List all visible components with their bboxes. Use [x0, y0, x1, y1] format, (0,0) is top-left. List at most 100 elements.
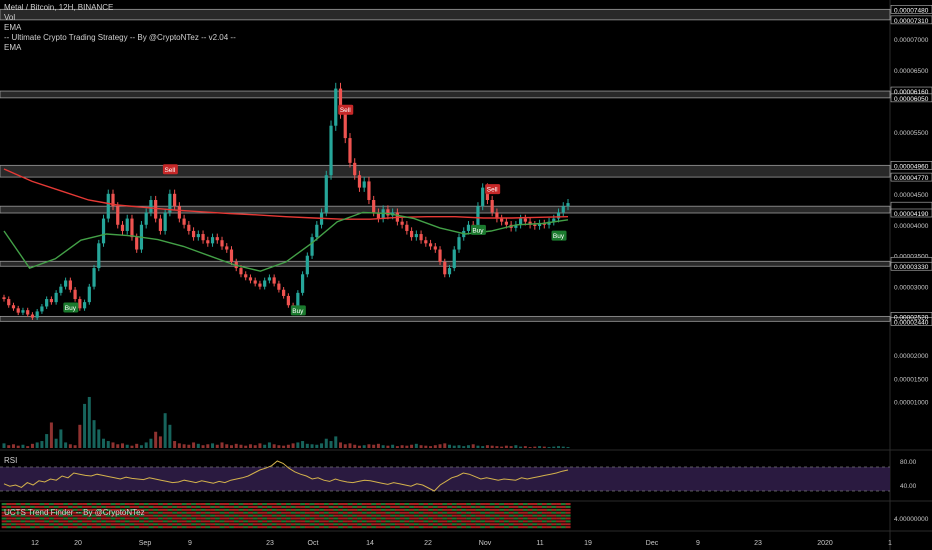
ucts-cell: [518, 514, 524, 517]
volume-bar: [448, 444, 452, 448]
ucts-cell: [186, 520, 192, 523]
ucts-cell: [110, 526, 116, 529]
candle-body: [92, 268, 96, 287]
price-tick-label: 0.00004000: [894, 223, 929, 230]
zone-price-tag: [890, 5, 932, 14]
ucts-cell: [96, 520, 102, 523]
volume-bar: [258, 443, 262, 448]
ucts-cell: [271, 520, 277, 523]
ucts-cell: [167, 511, 173, 514]
ucts-cell: [323, 517, 329, 520]
volume-bar: [471, 444, 475, 448]
ucts-cell: [167, 520, 173, 523]
ucts-cell: [153, 505, 159, 508]
zone-price-label: 0.00002520: [894, 314, 929, 321]
sell-signal-label: Sell: [340, 107, 351, 114]
ucts-cell: [551, 508, 557, 511]
price-tick-label: 0.00004500: [894, 192, 929, 199]
ucts-cell: [342, 523, 348, 526]
volume-bar: [552, 446, 556, 448]
ucts-cell: [499, 517, 505, 520]
ucts-cell: [556, 503, 562, 506]
volume-bar: [533, 446, 537, 448]
candle-body: [310, 237, 314, 256]
ucts-cell: [191, 523, 197, 526]
ucts-cell: [499, 508, 505, 511]
ucts-cell: [86, 508, 92, 511]
ucts-cell: [281, 508, 287, 511]
ucts-cell: [428, 523, 434, 526]
ucts-cell: [304, 508, 310, 511]
ucts-cell: [281, 511, 287, 514]
ucts-cell: [63, 526, 69, 529]
candle-body: [16, 308, 20, 313]
ucts-cell: [281, 503, 287, 506]
ucts-cell: [556, 520, 562, 523]
buy-signal-label: Buy: [65, 305, 77, 312]
volume-bar: [495, 446, 499, 448]
ucts-cell: [551, 505, 557, 508]
ucts-cell: [15, 520, 21, 523]
ucts-cell: [148, 520, 154, 523]
ucts-cell: [186, 526, 192, 529]
ucts-cell: [347, 523, 353, 526]
candle-body: [177, 206, 181, 219]
ucts-cell: [271, 505, 277, 508]
ucts-cell: [248, 523, 254, 526]
ucts-cell: [352, 517, 358, 520]
ucts-cell: [1, 508, 7, 511]
ucts-cell: [565, 511, 571, 514]
volume-bar: [2, 443, 6, 448]
ucts-cell: [456, 517, 462, 520]
ucts-cell: [124, 511, 130, 514]
ucts-cell: [556, 505, 562, 508]
ucts-cell: [390, 526, 396, 529]
volume-bar: [59, 429, 63, 448]
price-tick-label: 0.00003000: [894, 285, 929, 292]
ucts-cell: [480, 523, 486, 526]
ucts-cell: [44, 514, 50, 517]
ucts-cell: [456, 526, 462, 529]
ucts-cell: [546, 514, 552, 517]
candle-body: [409, 230, 414, 238]
ucts-cell: [148, 508, 154, 511]
ucts-cell: [191, 505, 197, 508]
ucts-cell: [86, 514, 92, 517]
ucts-cell: [233, 517, 239, 520]
ucts-cell: [323, 514, 329, 517]
ucts-cell: [319, 520, 325, 523]
ucts-cell: [323, 526, 329, 529]
ucts-cell: [432, 514, 438, 517]
ucts-cell: [200, 503, 206, 506]
ucts-cell: [466, 508, 472, 511]
ucts-cell: [58, 526, 64, 529]
ucts-cell: [399, 520, 405, 523]
ucts-cell: [6, 520, 12, 523]
ucts-cell: [480, 511, 486, 514]
ucts-cell: [219, 523, 225, 526]
ucts-cell: [295, 517, 301, 520]
candle-body: [182, 218, 186, 225]
ucts-cell: [395, 505, 400, 508]
ucts-cell: [86, 520, 92, 523]
ucts-cell: [267, 511, 272, 514]
ucts-cell: [470, 505, 476, 508]
ucts-cell: [224, 505, 230, 508]
candle-body: [125, 218, 129, 231]
ucts-cell: [428, 514, 434, 517]
ucts-cell: [30, 520, 36, 523]
ema-slow-line: [3, 168, 569, 220]
ucts-cell: [551, 517, 557, 520]
ucts-cell: [86, 526, 92, 529]
ucts-cell: [366, 517, 372, 520]
ucts-cell: [300, 520, 306, 523]
candle-body: [201, 234, 205, 241]
ucts-cell: [418, 526, 424, 529]
candle-body: [187, 224, 191, 231]
ucts-cell: [513, 520, 519, 523]
ucts-cell: [494, 523, 500, 526]
ucts-cell: [15, 514, 21, 517]
time-tick-label: 22: [424, 540, 432, 547]
ucts-cell: [537, 511, 543, 514]
ucts-cell: [475, 511, 481, 514]
